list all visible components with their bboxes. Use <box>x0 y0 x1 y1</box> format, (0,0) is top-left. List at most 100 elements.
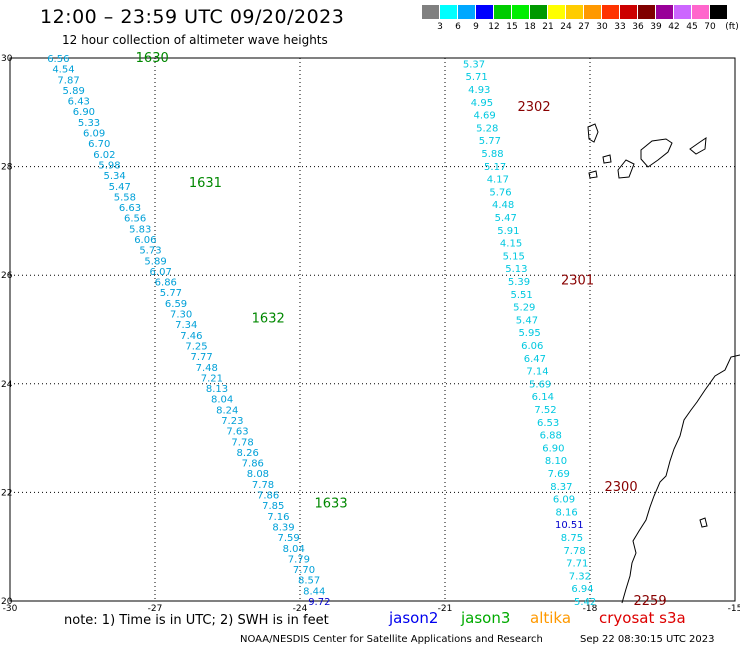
lon-tick-label: -15 <box>728 604 740 614</box>
legend-tick-label: 33 <box>614 22 626 32</box>
wave-height-value: 7.63 <box>226 427 248 438</box>
wave-height-value: 8.04 <box>211 395 233 406</box>
wave-height-value: 5.58 <box>114 192 136 203</box>
pass-time-label: 2302 <box>518 100 551 115</box>
island-gran-canaria <box>640 138 673 168</box>
wave-height-value: 7.86 <box>242 459 264 470</box>
wave-height-value: 5.28 <box>476 123 498 134</box>
wave-height-value: 7.78 <box>563 546 585 557</box>
wave-height-value: 6.56 <box>124 214 146 225</box>
island-fuerteventura <box>689 137 707 155</box>
lon-tick-label: -21 <box>438 604 453 614</box>
wave-height-value: 5.83 <box>129 224 151 235</box>
wave-height-value: 7.23 <box>221 416 243 427</box>
lat-tick-label: 26 <box>1 271 13 281</box>
wave-height-value: 5.47 <box>516 315 538 326</box>
pass-time-label: 1630 <box>136 51 169 66</box>
wave-height-value: 6.53 <box>537 418 559 429</box>
legend-swatch <box>548 5 565 19</box>
wave-height-value: 5.89 <box>144 256 166 267</box>
wave-height-value: 7.69 <box>548 469 570 480</box>
island-gomera <box>602 154 612 164</box>
wave-height-value: 4.15 <box>500 239 522 250</box>
wave-height-value: 5.15 <box>503 251 525 262</box>
legend-swatch <box>530 5 547 19</box>
legend-swatch <box>584 5 601 19</box>
legend-swatch <box>512 5 529 19</box>
legend-swatch <box>422 5 439 19</box>
legend-tick-label: 18 <box>524 22 536 32</box>
wave-height-value: 6.06 <box>134 235 156 246</box>
wave-height-value: 7.79 <box>288 554 310 565</box>
wave-height-value: 6.09 <box>553 495 575 506</box>
lat-tick-label: 20 <box>1 597 13 607</box>
wave-height-value: 5.77 <box>160 288 182 299</box>
wave-height-value: 6.47 <box>524 354 546 365</box>
legend-swatch <box>494 5 511 19</box>
island-hierro <box>588 170 598 179</box>
legend-tick-label: 9 <box>473 22 479 32</box>
legend-tick-label: 36 <box>632 22 644 32</box>
lat-tick-label: 28 <box>1 163 13 173</box>
wave-height-value: 5.39 <box>508 277 530 288</box>
pass-time-label: 2259 <box>634 594 667 609</box>
lat-tick-label: 24 <box>1 380 13 390</box>
wave-height-value: 8.13 <box>206 384 228 395</box>
lon-tick-label: -24 <box>293 604 308 614</box>
wave-height-value: 5.51 <box>511 290 533 301</box>
wave-height-value: 7.77 <box>190 352 212 363</box>
legend-swatch <box>638 5 655 19</box>
wave-height-value: 5.37 <box>463 59 485 70</box>
wave-height-value: 7.32 <box>569 571 591 582</box>
legend-tick-label: 27 <box>578 22 590 32</box>
wave-height-value: 7.86 <box>257 491 279 502</box>
wave-height-value: 6.02 <box>93 150 115 161</box>
legend-swatch <box>692 5 709 19</box>
wave-height-value: 6.94 <box>571 584 593 595</box>
legend-tick-label: 30 <box>596 22 608 32</box>
island-tenerife <box>617 159 635 179</box>
wave-height-value: 5.17 <box>484 162 506 173</box>
coastline-layer <box>587 123 740 604</box>
note-text: note: 1) Time is in UTC; 2) SWH is in fe… <box>64 613 329 628</box>
wave-height-value: 8.44 <box>303 586 325 597</box>
wave-height-value: 4.95 <box>471 98 493 109</box>
lon-tick-label: -18 <box>583 604 598 614</box>
wave-height-value: 8.37 <box>550 482 572 493</box>
wave-height-value: 4.93 <box>468 85 490 96</box>
wave-height-value: 6.59 <box>165 299 187 310</box>
wave-height-value: 7.14 <box>526 367 548 378</box>
wave-height-value: 6.90 <box>542 443 564 454</box>
wave-height-value: 8.16 <box>556 507 578 518</box>
wave-height-value: 8.75 <box>561 533 583 544</box>
wave-height-value: 5.29 <box>513 303 535 314</box>
legend-tick-label: 70 <box>704 22 716 32</box>
island-small <box>699 517 708 528</box>
legend-tick-label: 15 <box>506 22 518 32</box>
wave-height-value: 6.07 <box>150 267 172 278</box>
lat-lon-grid: -30 -27 -24 -21 -18 -15 30 28 26 24 22 20 <box>1 54 740 614</box>
wave-height-value: 5.13 <box>505 264 527 275</box>
wave-height-value: 7.30 <box>170 310 192 321</box>
wave-height-value: 5.89 <box>63 86 85 97</box>
legend-tick-label: 21 <box>542 22 554 32</box>
lon-tick-label: -27 <box>148 604 163 614</box>
legend-tick-label: 42 <box>668 22 680 32</box>
legend-swatch <box>656 5 673 19</box>
wave-height-value: 5.88 <box>481 149 503 160</box>
wave-height-value: 4.17 <box>487 175 509 186</box>
satellite-jason3-label: jason3 <box>461 609 511 627</box>
wave-height-value: 6.90 <box>73 107 95 118</box>
wave-height-value: 6.43 <box>68 97 90 108</box>
satellite-cryosat-label: cryosat s3a <box>599 609 686 627</box>
pass-time-label: 2301 <box>561 274 594 289</box>
wave-height-value: 8.26 <box>237 448 259 459</box>
satellite-altika-label: altika <box>530 609 572 627</box>
footer-credit: NOAA/NESDIS Center for Satellite Applica… <box>240 634 543 645</box>
wave-height-value: 8.08 <box>247 469 269 480</box>
footer-timestamp: Sep 22 08:30:15 UTC 2023 <box>580 634 715 645</box>
legend-swatch <box>674 5 691 19</box>
wave-height-value: 4.48 <box>492 200 514 211</box>
wave-height-value: 7.34 <box>175 320 197 331</box>
